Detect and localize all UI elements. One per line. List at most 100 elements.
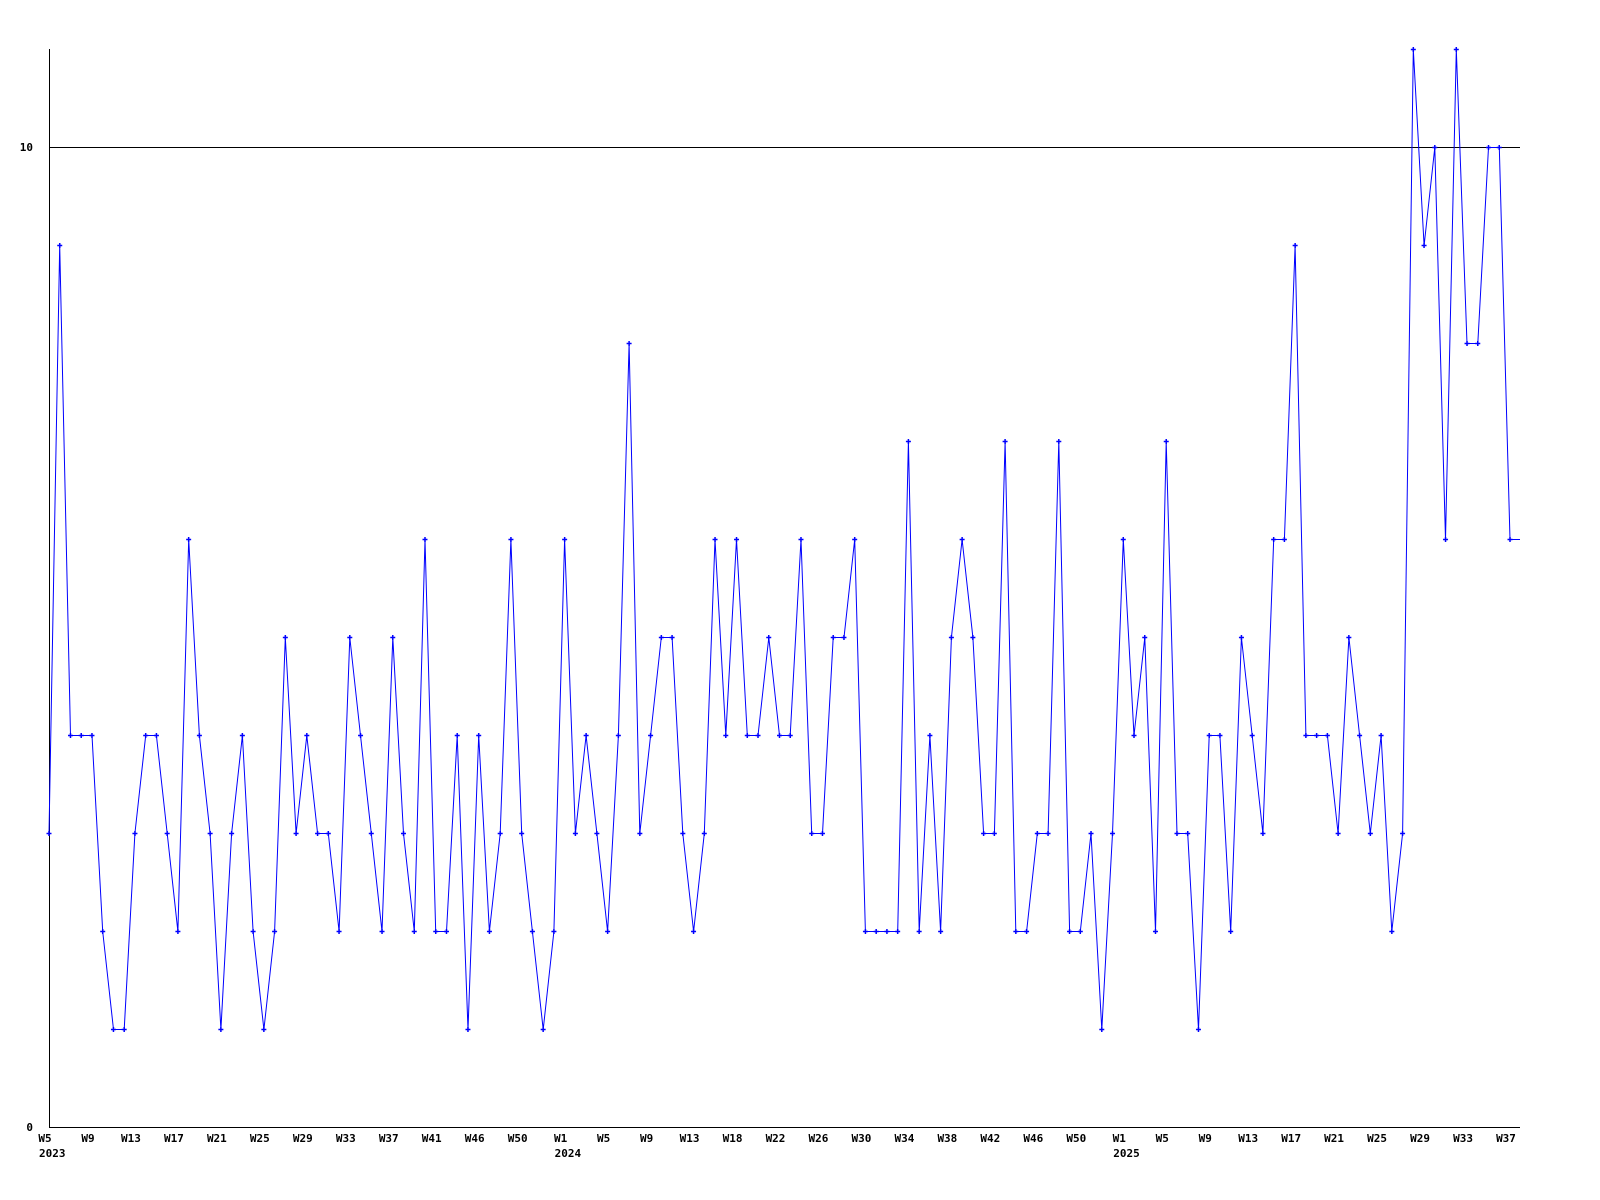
data-point bbox=[1303, 733, 1309, 738]
x-tick-label: W50 bbox=[1066, 1132, 1086, 1145]
x-tick-label: W29 bbox=[1410, 1132, 1430, 1145]
data-point bbox=[239, 733, 245, 738]
data-point bbox=[1185, 831, 1191, 836]
data-point bbox=[164, 831, 170, 836]
data-point bbox=[422, 537, 428, 542]
data-point bbox=[809, 831, 815, 836]
x-tick-label: W34 bbox=[894, 1132, 914, 1145]
data-point bbox=[390, 635, 396, 640]
data-point bbox=[1120, 537, 1126, 542]
y-tick-label: 0 bbox=[26, 1121, 33, 1134]
data-point bbox=[1195, 1027, 1201, 1032]
data-point bbox=[1110, 831, 1116, 836]
data-point bbox=[46, 831, 52, 836]
series-line bbox=[46, 47, 1520, 1032]
data-point bbox=[379, 929, 385, 934]
data-point bbox=[89, 733, 95, 738]
data-point bbox=[476, 733, 482, 738]
data-point bbox=[1314, 733, 1320, 738]
data-point bbox=[121, 1027, 127, 1032]
data-point bbox=[938, 929, 944, 934]
y-tick-labels: 0 10 bbox=[20, 141, 33, 1134]
data-point bbox=[1335, 831, 1341, 836]
data-point bbox=[486, 929, 492, 934]
data-point bbox=[1088, 831, 1094, 836]
data-point bbox=[884, 929, 890, 934]
data-point bbox=[626, 341, 632, 346]
data-point bbox=[1131, 733, 1137, 738]
data-point bbox=[691, 929, 697, 934]
data-point bbox=[1443, 537, 1449, 542]
data-point bbox=[57, 243, 63, 248]
data-point bbox=[916, 929, 922, 934]
data-point bbox=[293, 831, 299, 836]
x-tick-label: W1 bbox=[1113, 1132, 1127, 1145]
x-tick-label: W25 bbox=[250, 1132, 270, 1145]
data-point bbox=[1496, 145, 1502, 150]
data-point bbox=[830, 635, 836, 640]
data-point bbox=[1077, 929, 1083, 934]
data-point bbox=[465, 1027, 471, 1032]
data-point bbox=[218, 1027, 224, 1032]
axes bbox=[49, 49, 1520, 1128]
data-point bbox=[734, 537, 740, 542]
x-tick-label: W33 bbox=[1453, 1132, 1473, 1145]
data-point bbox=[862, 929, 868, 934]
data-point bbox=[261, 1027, 267, 1032]
data-point bbox=[529, 929, 535, 934]
data-point bbox=[1217, 733, 1223, 738]
data-point bbox=[132, 831, 138, 836]
data-point bbox=[1464, 341, 1470, 346]
x-tick-label: W46 bbox=[1023, 1132, 1043, 1145]
data-point bbox=[1099, 1027, 1105, 1032]
data-point bbox=[454, 733, 460, 738]
data-point bbox=[669, 635, 675, 640]
data-point bbox=[1271, 537, 1277, 542]
x-tick-label: W21 bbox=[207, 1132, 227, 1145]
data-point bbox=[723, 733, 729, 738]
data-point bbox=[272, 929, 278, 934]
data-point bbox=[1410, 47, 1416, 52]
data-point bbox=[1367, 831, 1373, 836]
data-point bbox=[250, 929, 256, 934]
x-tick-label: W42 bbox=[980, 1132, 1000, 1145]
data-point bbox=[841, 635, 847, 640]
data-point bbox=[1045, 831, 1051, 836]
data-point bbox=[744, 733, 750, 738]
data-point bbox=[981, 831, 987, 836]
data-point bbox=[1400, 831, 1406, 836]
data-point bbox=[819, 831, 825, 836]
data-point bbox=[186, 537, 192, 542]
data-point bbox=[991, 831, 997, 836]
data-point bbox=[1056, 439, 1062, 444]
data-point bbox=[701, 831, 707, 836]
data-point bbox=[658, 635, 664, 640]
x-tick-label: W29 bbox=[293, 1132, 313, 1145]
data-point bbox=[1013, 929, 1019, 934]
x-tick-label: W18 bbox=[723, 1132, 743, 1145]
data-point bbox=[798, 537, 804, 542]
data-point bbox=[207, 831, 213, 836]
data-point bbox=[1260, 831, 1266, 836]
data-point bbox=[1034, 831, 1040, 836]
data-point bbox=[196, 733, 202, 738]
data-point bbox=[1432, 145, 1438, 150]
data-point bbox=[1453, 47, 1459, 52]
data-point bbox=[1163, 439, 1169, 444]
data-point bbox=[1228, 929, 1234, 934]
y-tick-label: 10 bbox=[20, 141, 33, 154]
x-tick-label: W26 bbox=[809, 1132, 829, 1145]
data-point bbox=[755, 733, 761, 738]
data-point bbox=[304, 733, 310, 738]
data-point bbox=[551, 929, 557, 934]
data-point bbox=[1507, 537, 1513, 542]
data-point bbox=[282, 635, 288, 640]
x-tick-label: W9 bbox=[1199, 1132, 1212, 1145]
data-point bbox=[712, 537, 718, 542]
data-point bbox=[508, 537, 514, 542]
data-point bbox=[1378, 733, 1384, 738]
data-point bbox=[680, 831, 686, 836]
data-point bbox=[1238, 635, 1244, 640]
data-point bbox=[540, 1027, 546, 1032]
data-point bbox=[67, 733, 73, 738]
